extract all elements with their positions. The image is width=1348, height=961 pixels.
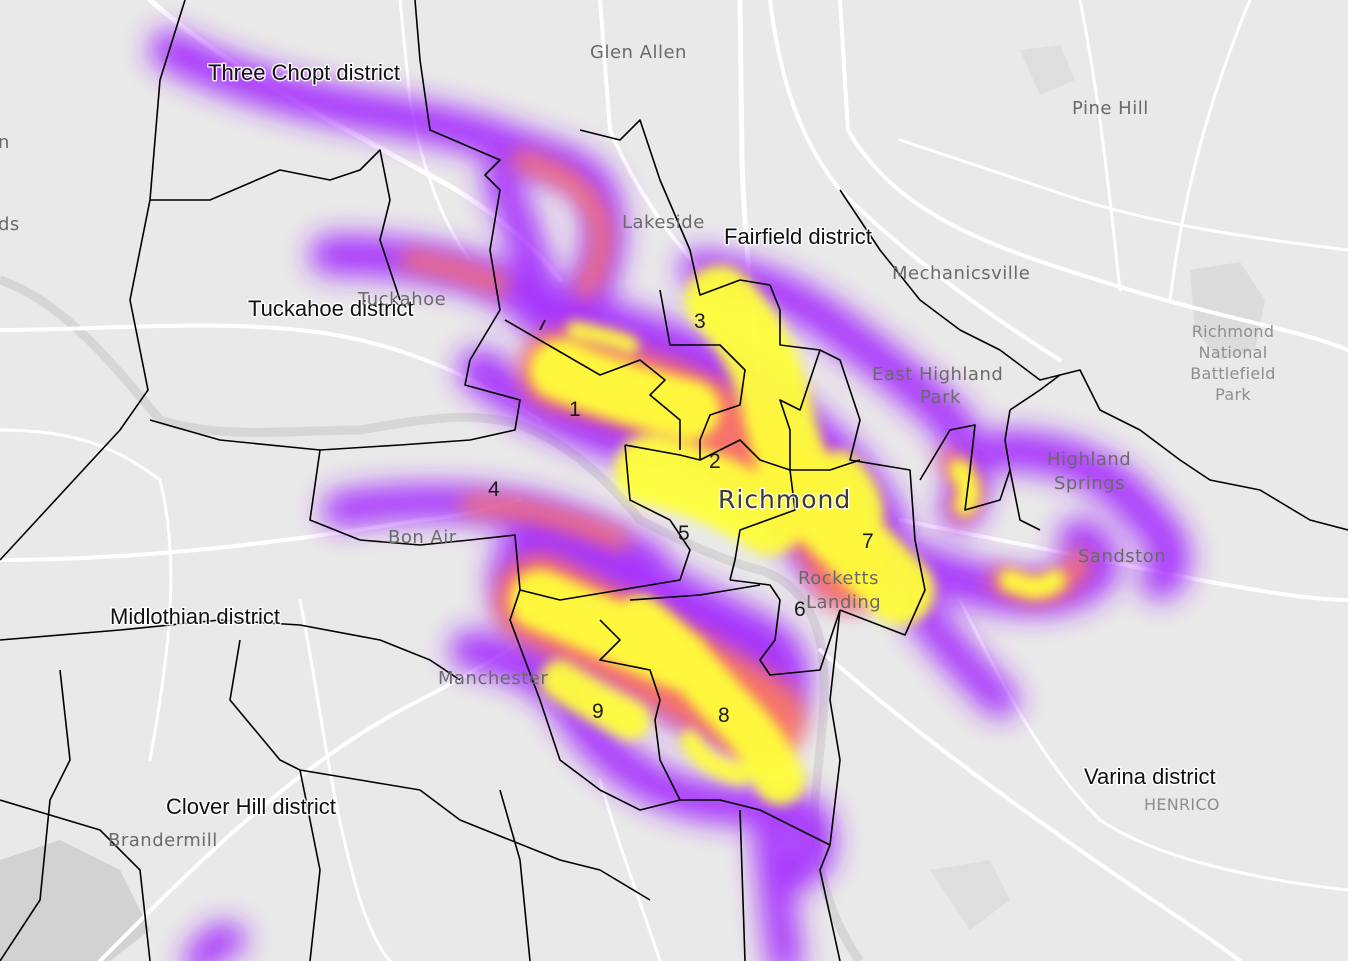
park-areas xyxy=(0,45,1265,961)
label-sandston: Sandston xyxy=(1078,546,1166,567)
label-lakeside: Lakeside xyxy=(622,212,705,233)
label-east-highland-park-2: Park xyxy=(920,387,961,408)
label-east-highland-park-1: East Highland xyxy=(872,364,1003,385)
council-district-6: 6 xyxy=(794,598,806,621)
label-highland-springs-1: Highland xyxy=(1047,449,1131,470)
map-labels: Three Chopt district Fairfield district … xyxy=(0,42,1275,851)
label-battlefield-park-1: Richmond xyxy=(1192,322,1275,341)
label-pine-hill: Pine Hill xyxy=(1072,98,1149,119)
council-district-5: 5 xyxy=(678,522,690,545)
label-varina-district: Varina district xyxy=(1084,764,1216,789)
council-district-7: 7 xyxy=(862,530,874,553)
label-battlefield-park-4: Park xyxy=(1215,385,1251,404)
label-bon-air: Bon Air xyxy=(388,527,457,548)
label-battlefield-park-3: Battlefield xyxy=(1190,364,1275,383)
council-district-1: 1 xyxy=(569,398,581,421)
label-tuckahoe: Tuckahoe xyxy=(357,289,446,310)
label-manchester: Manchester xyxy=(438,668,548,689)
crime-heatmap xyxy=(150,30,1191,961)
council-district-3: 3 xyxy=(694,310,706,333)
label-three-chopt-district: Three Chopt district xyxy=(208,60,400,85)
label-glen-allen: Glen Allen xyxy=(590,42,687,63)
label-rocketts-landing-1: Rocketts xyxy=(798,568,879,589)
label-edge-n: n xyxy=(0,132,10,153)
council-district-2: 2 xyxy=(709,450,721,473)
label-midlothian-district: Midlothian district xyxy=(110,604,280,629)
label-henrico: HENRICO xyxy=(1144,795,1220,814)
label-battlefield-park-2: National xyxy=(1198,343,1267,362)
james-river xyxy=(0,275,864,961)
council-district-8: 8 xyxy=(718,704,730,727)
label-fairfield-district: Fairfield district xyxy=(724,224,872,249)
label-tuckahoe-district: Tuckahoe district xyxy=(248,296,413,321)
label-highland-springs-2: Springs xyxy=(1054,473,1125,494)
label-mechanicsville: Mechanicsville xyxy=(892,263,1030,284)
label-richmond-city: Richmond xyxy=(718,485,851,514)
label-clover-hill-district: Clover Hill district xyxy=(166,794,336,819)
label-rocketts-landing-2: Landing xyxy=(806,592,881,613)
label-brandermill: Brandermill xyxy=(108,830,218,851)
label-edge-ds: ds xyxy=(0,214,20,235)
council-district-numbers: 1 2 3 4 5 6 7 8 9 xyxy=(488,310,874,727)
council-district-4: 4 xyxy=(488,478,500,501)
council-district-9: 9 xyxy=(592,700,604,723)
